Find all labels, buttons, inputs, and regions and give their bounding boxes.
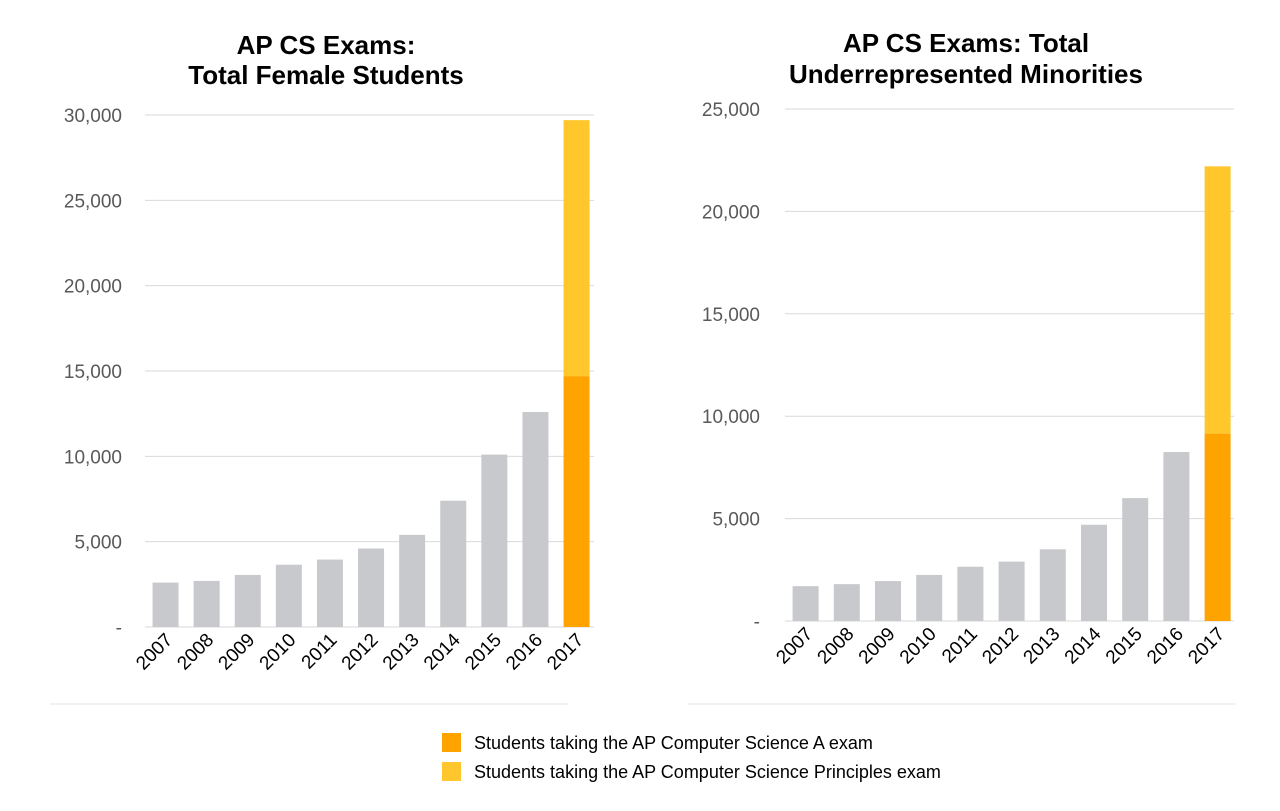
- chart-title-line-1: AP CS Exams:: [237, 30, 416, 60]
- x-tick-label-2008: 2008: [814, 624, 859, 669]
- y-tick-label: 20,000: [702, 202, 760, 223]
- bar-2009-historical: [234, 574, 261, 627]
- bar-2009-historical: [875, 581, 901, 621]
- x-tick-label-2017: 2017: [1184, 624, 1229, 669]
- y-tick-label: 25,000: [702, 100, 760, 121]
- bar-2016-historical: [1163, 452, 1190, 621]
- bar-2010-historical: [916, 574, 943, 621]
- x-tick-label-2007: 2007: [772, 624, 817, 669]
- x-tick-label-2015: 2015: [1102, 624, 1147, 669]
- x-tick-label-2017: 2017: [543, 630, 588, 675]
- x-tick-label-2013: 2013: [379, 630, 424, 675]
- chart-title-line-1: AP CS Exams: Total: [843, 28, 1089, 58]
- x-tick-label-2014: 2014: [1061, 623, 1106, 668]
- legend-label-2: Students taking the AP Computer Science …: [474, 762, 941, 782]
- bar-2013-historical: [399, 534, 426, 627]
- y-tick-label: 20,000: [64, 277, 122, 298]
- bar-2012-historical: [998, 561, 1025, 621]
- y-tick-label: 30,000: [64, 106, 122, 127]
- x-tick-label-2008: 2008: [173, 630, 218, 675]
- x-tick-label-2016: 2016: [502, 630, 547, 675]
- bar-2011-historical: [316, 559, 343, 627]
- bar-2015-historical: [481, 454, 508, 627]
- bar-2008-historical: [193, 580, 220, 627]
- x-tick-label-2012: 2012: [978, 624, 1023, 669]
- bar-2008-historical: [833, 584, 860, 621]
- y-tick-label: 10,000: [702, 407, 760, 428]
- bar-2016-historical: [522, 411, 549, 627]
- legend-swatch-1: [442, 733, 461, 752]
- bar-2013-historical: [1039, 549, 1066, 621]
- x-tick-label-2015: 2015: [461, 630, 506, 675]
- bar-2015-historical: [1122, 498, 1149, 621]
- bar-2011-historical: [957, 566, 984, 621]
- x-tick-label-2012: 2012: [338, 630, 383, 675]
- x-tick-label-2010: 2010: [256, 630, 301, 675]
- y-tick-label: 5,000: [712, 510, 760, 531]
- x-tick-label-2009: 2009: [855, 624, 900, 669]
- y-tick-label: -: [754, 612, 760, 633]
- y-tick-label: 25,000: [64, 191, 122, 212]
- x-tick-label-2009: 2009: [215, 630, 260, 675]
- x-tick-label-2014: 2014: [420, 629, 465, 674]
- y-tick-label: 15,000: [64, 362, 122, 383]
- bar-2007-historical: [152, 582, 179, 627]
- x-tick-label-2011: 2011: [298, 630, 342, 674]
- bar-2017-cs_principles: [1204, 166, 1231, 434]
- x-tick-label-2016: 2016: [1143, 624, 1188, 669]
- bar-2012-historical: [358, 548, 385, 627]
- chart-title-line-2: Underrepresented Minorities: [789, 59, 1143, 89]
- legend-label-1: Students taking the AP Computer Science …: [474, 733, 873, 753]
- y-tick-label: 10,000: [64, 447, 122, 468]
- y-tick-label: 15,000: [702, 305, 760, 326]
- bar-2014-historical: [440, 500, 467, 627]
- y-tick-label: -: [116, 618, 122, 639]
- bar-2017-cs_principles: [563, 120, 590, 377]
- legend: Students taking the AP Computer Science …: [442, 733, 941, 782]
- bar-2017-cs_a: [563, 376, 590, 627]
- x-tick-label-2013: 2013: [1020, 624, 1065, 669]
- chart-title-line-2: Total Female Students: [188, 60, 463, 90]
- bar-2007-historical: [792, 586, 819, 621]
- y-tick-label: 5,000: [74, 533, 122, 554]
- legend-swatch-2: [442, 762, 461, 781]
- x-tick-label-2011: 2011: [938, 624, 982, 668]
- bar-2017-cs_a: [1204, 433, 1231, 621]
- x-tick-label-2007: 2007: [132, 630, 177, 675]
- bar-2010-historical: [275, 564, 302, 627]
- bar-2014-historical: [1081, 524, 1107, 621]
- x-tick-label-2010: 2010: [896, 624, 941, 669]
- chart-female-students: AP CS Exams:Total Female Students - 5,000 1…: [64, 30, 594, 674]
